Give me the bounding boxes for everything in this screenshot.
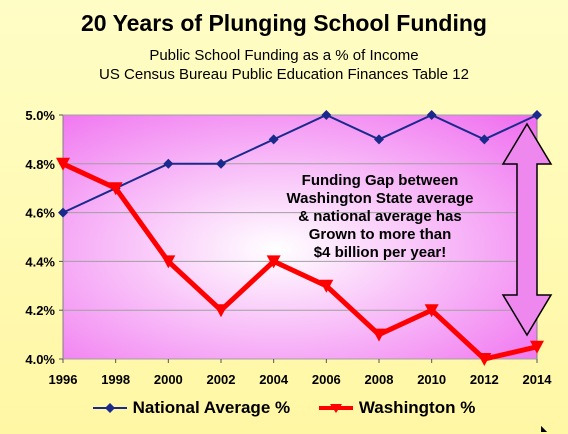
point-washington-2012: [477, 353, 492, 366]
point-national-2008: [374, 134, 384, 145]
point-national-2002: [216, 158, 226, 169]
x-tick-label: 2008: [365, 372, 394, 387]
plot-area: [62, 114, 538, 360]
legend-swatch-national: [92, 403, 127, 413]
point-washington-2002: [214, 304, 228, 318]
x-tick-label: 2006: [312, 372, 341, 387]
chart-subtitle-line-1: Public School Funding as a % of Income: [149, 47, 419, 64]
point-washington-2004: [266, 255, 281, 269]
series-line-washington: [61, 161, 538, 362]
legend-label-washington: Washington %: [358, 398, 476, 417]
annotation-line: $4 billion per year!: [314, 244, 447, 261]
legend-item-washington: Washington %: [318, 398, 476, 418]
point-washington-1996: [56, 157, 70, 171]
annotation-line: Grown to more than: [309, 226, 452, 243]
point-washington-2006: [319, 279, 334, 293]
y-tick-label: 4.4%: [25, 254, 55, 269]
point-national-2006: [321, 110, 332, 120]
y-tick-label: 4.8%: [25, 157, 55, 172]
y-tick-label: 4.6%: [25, 206, 55, 221]
point-national-2010: [426, 110, 437, 120]
x-tick-label: 1996: [49, 372, 78, 387]
x-tick-label: 2002: [207, 372, 236, 387]
y-tick-label: 4.2%: [25, 303, 55, 318]
point-washington-2010: [424, 304, 439, 318]
x-tick-label: 2000: [154, 372, 183, 387]
x-tick-label: 2012: [470, 372, 499, 387]
cursor-glyph: ◣: [541, 424, 548, 433]
annotation-line: & national average has: [298, 208, 461, 225]
x-tick-label: 2004: [259, 372, 289, 387]
gap-arrow: [501, 122, 553, 337]
chart-subtitle-line-2: US Census Bureau Public Education Financ…: [99, 66, 469, 83]
y-tick-label: 4.0%: [25, 352, 55, 367]
x-tick-label: 1998: [101, 372, 130, 387]
legend-swatch-washington: [318, 404, 353, 413]
x-tick-label: 2010: [417, 372, 446, 387]
annotation-line: Washington State average: [287, 190, 474, 207]
legend-item-national: National Average %: [92, 398, 291, 418]
legend: National Average % Washington %: [0, 398, 568, 420]
point-national-2004: [268, 134, 279, 145]
x-tick-label: 2014: [523, 372, 553, 387]
point-washington-2000: [161, 255, 176, 269]
point-national-2000: [163, 158, 174, 169]
point-national-2014: [532, 110, 542, 120]
point-washington-1998: [108, 182, 123, 196]
y-tick-label: 5.0%: [25, 108, 55, 123]
point-washington-2008: [372, 328, 386, 342]
point-national-2012: [479, 134, 490, 145]
series-line-national: [62, 113, 538, 214]
point-national-1996: [58, 207, 68, 218]
annotation-line: Funding Gap between: [302, 172, 459, 189]
point-washington-2014: [530, 340, 544, 354]
legend-label-national: National Average %: [132, 398, 291, 417]
chart-title: 20 Years of Plunging School Funding: [81, 10, 487, 36]
